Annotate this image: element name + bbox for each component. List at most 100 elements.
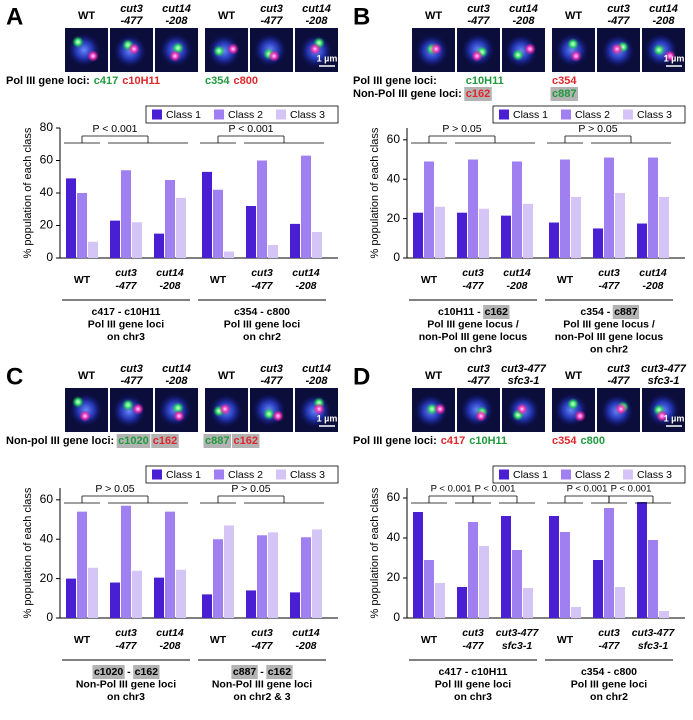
group-label: c887 — [614, 306, 638, 318]
legend-label: Class 1 — [166, 469, 201, 481]
green-focus — [653, 44, 665, 56]
bar — [165, 511, 175, 618]
legend-box — [492, 105, 686, 124]
label-highlight — [550, 87, 578, 101]
x-tick-label: cut3 — [598, 267, 620, 279]
bar — [290, 223, 300, 258]
legend-label: Class 2 — [575, 469, 610, 481]
y-tick-label: 0 — [46, 610, 53, 624]
magenta-focus — [524, 43, 536, 55]
y-tick-label: 0 — [46, 250, 53, 264]
bar — [457, 212, 467, 258]
image-label: -208 — [305, 15, 328, 27]
bar — [593, 228, 603, 258]
magenta-focus — [656, 410, 668, 422]
y-tick-label: 60 — [387, 132, 401, 146]
legend-box — [145, 465, 339, 484]
magenta-focus — [313, 403, 325, 415]
group-label: - — [127, 666, 131, 678]
label-highlight — [266, 665, 293, 679]
bar — [301, 155, 311, 258]
legend-label: Class 2 — [575, 109, 610, 121]
x-tick-label: sfc3-1 — [638, 640, 669, 652]
legend-label: Class 2 — [228, 469, 263, 481]
image-label: -477 — [607, 15, 630, 27]
scale-bar-label: 1 µm — [664, 413, 685, 423]
magenta-focus — [272, 410, 284, 422]
bar — [77, 193, 87, 258]
legend-label: Class 1 — [513, 109, 548, 121]
group-label: c887 — [233, 666, 257, 678]
legend-label: Class 3 — [637, 469, 672, 481]
magenta-focus — [268, 50, 280, 62]
x-tick-label: cut3 — [251, 267, 273, 279]
image-label: sfc3-1 — [508, 375, 540, 387]
x-tick-label: WT — [210, 634, 227, 646]
loci-label: c887 — [552, 88, 576, 100]
image-label: -208 — [165, 15, 188, 27]
bar — [560, 159, 570, 258]
legend-swatch — [214, 469, 224, 480]
magenta-focus — [219, 403, 231, 415]
magenta-focus — [516, 403, 528, 415]
legend-swatch — [561, 109, 571, 120]
y-tick-label: 0 — [393, 250, 400, 264]
label-highlight — [483, 305, 510, 319]
legend-swatch — [152, 469, 162, 480]
bar — [88, 567, 98, 618]
legend-swatch — [623, 109, 633, 120]
x-tick-label: cut3 — [462, 267, 484, 279]
scale-bar-label: 1 µm — [664, 53, 685, 63]
bar — [257, 160, 267, 258]
loci-title: Pol III gene loci: — [353, 75, 437, 87]
p-value: P < 0.001 — [567, 484, 608, 495]
bar — [154, 233, 164, 258]
group-label: c417 - c10H11 — [439, 666, 508, 678]
image-label: -477 — [607, 375, 630, 387]
loci-label: c887 — [205, 435, 229, 447]
green-focus — [72, 36, 84, 48]
y-tick-label: 20 — [40, 218, 54, 232]
y-tick-label: 20 — [387, 570, 401, 584]
bar — [66, 578, 76, 618]
loci-label: c800 — [233, 75, 257, 87]
image-label: -208 — [512, 15, 535, 27]
bar — [110, 220, 120, 258]
x-tick-label: -477 — [115, 280, 137, 292]
x-tick-label: cut3 — [251, 627, 273, 639]
loci-label: c354 — [552, 435, 577, 447]
legend-swatch — [623, 469, 633, 480]
group-label: Pol III gene loci — [224, 318, 301, 330]
green-focus — [263, 408, 275, 420]
p-value: P < 0.001 — [611, 484, 652, 495]
bar — [424, 560, 434, 618]
x-tick-label: -477 — [115, 640, 137, 652]
group-label: c417 - c10H11 — [92, 306, 161, 318]
image-label: WT — [565, 370, 582, 382]
bar — [268, 532, 278, 618]
bar — [549, 516, 559, 618]
green-focus — [567, 398, 579, 410]
label-highlight — [116, 434, 151, 448]
legend-swatch — [276, 469, 286, 480]
loci-label: c10H11 — [466, 75, 504, 87]
image-label: cut3 — [467, 3, 490, 15]
panel-letter: A — [6, 3, 23, 30]
image-label: cut3 — [120, 3, 143, 15]
bar — [88, 241, 98, 258]
bar — [549, 222, 559, 258]
image-label: -477 — [260, 375, 283, 387]
loci-label: c417 — [94, 75, 118, 87]
x-tick-label: WT — [74, 274, 91, 286]
x-tick-label: -208 — [642, 280, 663, 292]
group-label: c162 — [135, 666, 159, 678]
loci-label: c354 — [205, 75, 230, 87]
bar — [77, 511, 87, 618]
image-label: cut3 — [120, 363, 143, 375]
group-label: c1020 — [94, 666, 123, 678]
image-label: cut3 — [260, 363, 283, 375]
bar — [479, 546, 489, 618]
x-tick-label: -477 — [462, 280, 484, 292]
bar — [213, 539, 223, 618]
